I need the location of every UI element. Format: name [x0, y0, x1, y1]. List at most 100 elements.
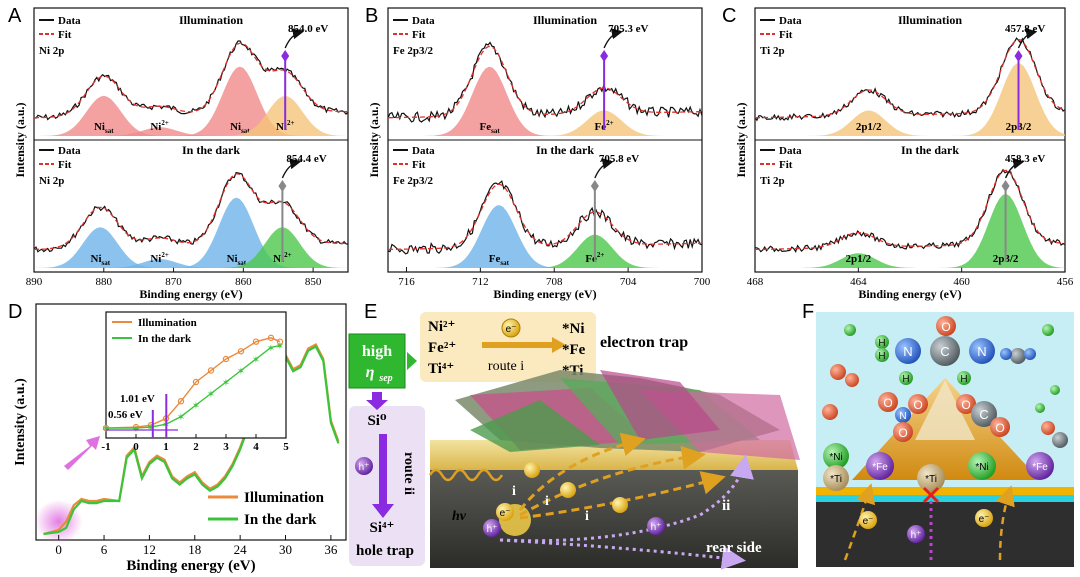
- inset-x-tick-label: 2: [193, 441, 199, 453]
- site-ti-2-label: *Ti: [925, 474, 937, 485]
- y-axis-label: Intensity (a.u.): [734, 102, 748, 177]
- legend-label: Illumination: [244, 490, 325, 506]
- legend-fit-label: Fit: [412, 29, 426, 41]
- f-electron-ball-1: [859, 511, 877, 529]
- peak-label-sup: 2+: [606, 119, 614, 127]
- element-label: Fe 2p3/2: [393, 45, 434, 57]
- x-axis-label: Binding energy (eV): [493, 287, 596, 301]
- hole-ball: [355, 457, 373, 475]
- hole-ball-gen: [483, 519, 501, 537]
- ion-ni: Ni²⁺: [428, 319, 455, 335]
- site-ti-1: [823, 465, 849, 491]
- inset-point-illumination: [276, 338, 284, 345]
- panel-letter-b: B: [365, 5, 378, 27]
- electron-label: e⁻: [506, 324, 517, 335]
- y-axis-label: Intensity (a.u.): [13, 378, 28, 466]
- svg-text:O: O: [883, 396, 892, 410]
- inset-point-illumination: [222, 355, 230, 363]
- electron-label-gen: e⁻: [500, 508, 511, 519]
- element-label: Ni 2p: [39, 175, 64, 187]
- down-arrow-icon: [366, 392, 388, 410]
- eta-label: η: [366, 364, 375, 381]
- legend-fit-label: Fit: [58, 29, 72, 41]
- inset-x-tick-label: 5: [283, 441, 289, 453]
- f-electron-path-1: [843, 483, 876, 561]
- route-ii-arrow: [379, 434, 387, 504]
- x-axis-label: Binding energy (eV): [858, 287, 961, 301]
- svg-text:H: H: [960, 374, 967, 385]
- f-electron-ball-2: [975, 509, 993, 527]
- inset-point-dark: ✶: [177, 413, 185, 424]
- peak-area: [755, 253, 1065, 268]
- inset-series-line: [106, 344, 281, 429]
- decor-molecules: [822, 324, 1068, 448]
- legend-data-label: Data: [779, 145, 802, 157]
- x-tick-label: 890: [26, 276, 43, 288]
- panel-condition-label: In the dark: [901, 143, 959, 157]
- x-tick-label: 716: [398, 276, 415, 288]
- legend-data-label: Data: [58, 145, 81, 157]
- annotation-marker: [600, 50, 609, 62]
- annotation-value: 854.0 eV: [288, 23, 328, 35]
- annotation-value: 457.8 eV: [1005, 23, 1045, 35]
- x-tick-label: 700: [694, 276, 711, 288]
- peak-area: [388, 66, 702, 136]
- hole-trap-label: hole trap: [356, 543, 414, 559]
- xps-panel-ti: 468 464 460 456 Binding energy (eV) Intensity…: [734, 7, 1074, 301]
- electron-path-2: [519, 445, 706, 517]
- hv-label: hν: [452, 509, 467, 524]
- peak-label-sup: 2+: [287, 119, 295, 127]
- x-tick-label: 12: [143, 542, 156, 557]
- x-tick-label: 860: [235, 276, 252, 288]
- peak-label-sup: 2+: [161, 119, 169, 127]
- peak-label-sub: sat: [241, 127, 250, 135]
- path-label-3: i: [585, 509, 589, 524]
- co2-molecule: O C O: [956, 394, 1010, 437]
- legend-data-label: Data: [412, 145, 435, 157]
- peak-label-sup: 2+: [597, 251, 605, 259]
- site-fe-2-label: *Fe: [1032, 462, 1048, 473]
- annotation-value: 705.8 eV: [599, 153, 639, 165]
- hole-ball-path: [647, 517, 665, 535]
- inset-frame: [105, 311, 287, 439]
- peak-area: [34, 95, 348, 136]
- peak-area: [34, 227, 348, 268]
- peak-label-sup: 2+: [284, 251, 292, 259]
- y-axis-label: Intensity (a.u.): [13, 102, 27, 177]
- x-tick-label: 36: [324, 542, 338, 557]
- annotation-value: 458.3 eV: [1005, 153, 1045, 165]
- peak-label-sup: 2+: [161, 251, 169, 259]
- x-tick-label: 456: [1057, 276, 1074, 288]
- eta-sub-label: sep: [378, 373, 392, 384]
- path-label-2: i: [545, 494, 549, 509]
- legend-data-label: Data: [58, 15, 81, 27]
- x-tick-label: 464: [850, 276, 867, 288]
- nitrate-molecule: O N O O: [878, 392, 928, 442]
- data-line: [33, 171, 349, 253]
- element-label: Ti 2p: [760, 175, 785, 187]
- annotation-arrow: [603, 28, 623, 49]
- electron-ball-gen: [496, 503, 514, 521]
- onset-label-dark: 0.56 eV: [108, 409, 143, 421]
- peak-label-sub: sat: [105, 127, 114, 135]
- electron-ball-1: [524, 462, 540, 478]
- svg-text:H: H: [878, 351, 885, 362]
- panel-condition-label: Illumination: [179, 13, 243, 27]
- inset-point-illumination: [237, 348, 245, 355]
- f-hole-label: h⁺: [911, 530, 922, 541]
- legend-data-label: Data: [779, 15, 802, 27]
- x-axis-label: Binding energy (eV): [126, 558, 255, 574]
- right-arrow-icon: [407, 352, 417, 370]
- panel-condition-label: Illumination: [533, 13, 597, 27]
- element-label: Fe 2p3/2: [393, 175, 434, 187]
- inset-point-dark: ✶: [222, 378, 230, 389]
- annotation-arrow: [281, 158, 302, 179]
- series-line-dark: [43, 344, 340, 536]
- f-cyan-strip: [816, 495, 1074, 502]
- plot-frame: [35, 303, 347, 541]
- peak-label: 2p1/2: [845, 253, 871, 265]
- site-fe-1-label: *Fe: [872, 462, 888, 473]
- hole-label-path: h⁺: [651, 522, 662, 533]
- electron-trap-label: electron trap: [600, 334, 688, 351]
- hole-path-1: [499, 454, 754, 543]
